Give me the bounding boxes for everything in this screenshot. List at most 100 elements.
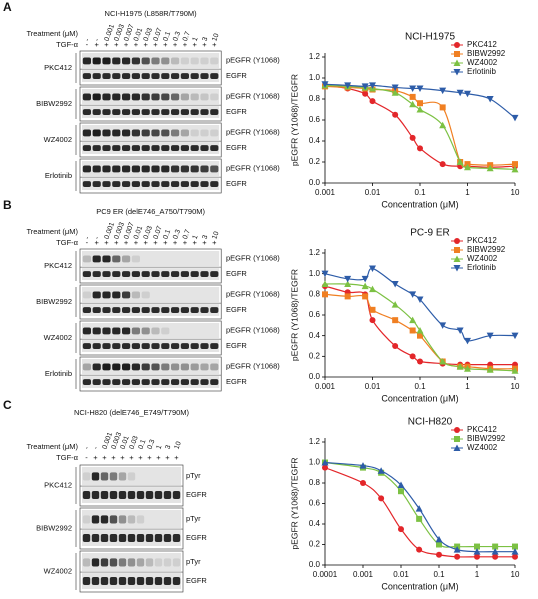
total-band [102, 73, 111, 80]
total-band [82, 491, 91, 500]
total-band [122, 343, 131, 350]
data-point [512, 543, 518, 550]
total-band [82, 145, 91, 152]
total-band [190, 343, 199, 350]
data-point [322, 291, 328, 298]
phospho-band [91, 558, 100, 567]
blot-frame [79, 507, 184, 550]
lane-concentration: 3 [202, 36, 210, 42]
total-band [151, 109, 160, 116]
phospho-band [92, 363, 101, 371]
phospho-band [210, 93, 219, 101]
blot-frame [79, 86, 222, 122]
lane-tgf: + [183, 40, 188, 49]
lane-concentration: 0.03 [143, 27, 154, 42]
total-band [161, 109, 170, 116]
blot-frame [79, 356, 222, 392]
total-band [171, 271, 180, 278]
phospho-band [109, 515, 118, 524]
data-point [369, 82, 376, 89]
total-band [131, 343, 140, 350]
x-tick-label: 0.01 [365, 188, 381, 197]
x-tick-label: 0.01 [393, 570, 409, 579]
phospho-band [190, 129, 199, 137]
y-tick-label: 1.2 [309, 52, 321, 61]
total-band [151, 181, 160, 188]
data-point [369, 265, 376, 272]
x-tick-label: 0.0001 [313, 570, 338, 579]
total-label: EGFR [186, 533, 207, 542]
total-band [171, 109, 180, 116]
phospho-band [127, 472, 136, 481]
data-point [511, 114, 519, 122]
lane-concentration: 0.3 [172, 31, 182, 43]
data-point [398, 488, 404, 495]
total-band [92, 73, 101, 80]
total-label: EGFR [186, 576, 207, 585]
total-band [210, 343, 219, 350]
x-tick-label: 0.1 [414, 382, 426, 391]
total-band [102, 307, 111, 314]
phospho-band [92, 327, 101, 335]
total-band [92, 379, 101, 386]
total-band [190, 109, 199, 116]
panel-letter: B [3, 198, 12, 212]
lane-tgf: + [134, 238, 139, 247]
phospho-label: pEGFR (Y1068) [226, 164, 280, 173]
legend-label: BIBW2992 [467, 49, 506, 58]
total-band [190, 73, 199, 80]
total-band [109, 491, 118, 500]
total-band [200, 181, 209, 188]
blot-strip [82, 304, 220, 316]
panel-letter: A [3, 0, 12, 14]
lane-tgf: + [95, 40, 100, 49]
y-tick-label: 1.2 [309, 437, 321, 446]
x-tick-label: 0.1 [414, 188, 426, 197]
x-tick-label: 10 [511, 570, 520, 579]
data-point [409, 316, 417, 324]
y-tick-label: 0.2 [309, 157, 321, 166]
data-point [456, 327, 464, 334]
x-tick-label: 0.01 [365, 382, 381, 391]
lane-concentration: - [94, 37, 102, 42]
blot-frame [79, 284, 222, 320]
phospho-band [112, 93, 121, 101]
total-band [190, 379, 199, 386]
phospho-label: pTyr [186, 557, 201, 566]
total-band [112, 271, 121, 278]
phospho-band [210, 291, 219, 299]
x-tick-label: 0.001 [353, 570, 374, 579]
phospho-band [141, 93, 150, 101]
lane-concentration: - [94, 235, 102, 240]
data-point [344, 280, 352, 287]
lane-tgf: + [174, 453, 179, 462]
phospho-band [190, 57, 199, 65]
total-band [136, 534, 145, 543]
phospho-band [190, 255, 199, 263]
lane-concentration: 0.3 [172, 229, 182, 241]
phospho-band [180, 129, 189, 137]
phospho-band [118, 515, 127, 524]
phospho-band [102, 129, 111, 137]
x-tick-label: 1 [475, 570, 480, 579]
lane-tgf: + [202, 40, 207, 49]
total-band [190, 145, 199, 152]
lane-tgf: + [114, 238, 119, 247]
lane-tgf: + [138, 453, 143, 462]
drug-label: PKC412 [44, 480, 72, 489]
data-point [512, 553, 518, 560]
data-point [486, 164, 494, 172]
phospho-band [151, 291, 160, 299]
data-point [511, 367, 519, 374]
lane-tgf: + [153, 238, 158, 247]
phospho-band [171, 327, 180, 335]
y-tick-label: 1.0 [309, 73, 321, 82]
data-point [417, 145, 423, 152]
total-band [112, 109, 121, 116]
data-point [397, 481, 405, 489]
data-point [391, 89, 399, 96]
total-band [82, 109, 91, 116]
phospho-band [200, 363, 209, 371]
phospho-band [112, 57, 121, 65]
phospho-band [112, 165, 121, 173]
